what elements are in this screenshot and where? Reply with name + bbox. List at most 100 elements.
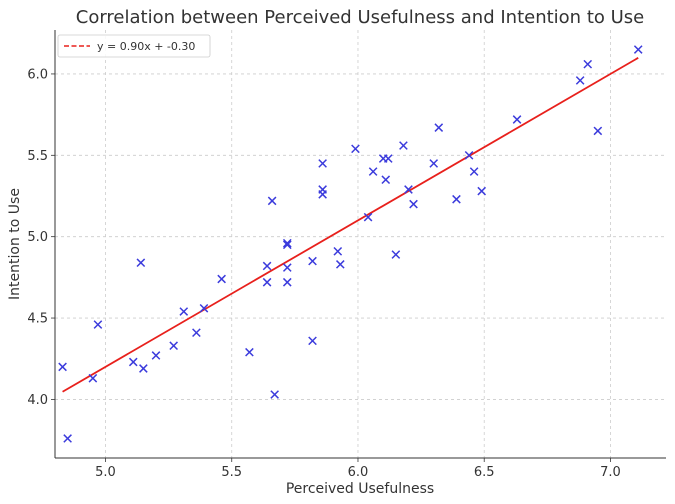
- scatter-point-stroke: [318, 159, 327, 168]
- scatter-point-stroke: [308, 336, 317, 346]
- scatter-point-stroke: [128, 357, 138, 367]
- scatter-point-stroke: [282, 238, 292, 248]
- y-tick-label: 5.5: [27, 149, 48, 164]
- scatter-point: [128, 357, 138, 367]
- scatter-point-stroke: [368, 167, 378, 176]
- y-tick-label: 6.0: [27, 67, 48, 82]
- scatter-point: [308, 336, 317, 346]
- scatter-point: [404, 185, 413, 194]
- scatter-point: [575, 76, 585, 85]
- scatter-point: [477, 186, 487, 196]
- scatter-point-stroke: [63, 434, 72, 443]
- scatter-point: [179, 307, 189, 316]
- scatter-point-stroke: [262, 261, 272, 271]
- x-tick-label: 6.0: [348, 465, 369, 480]
- scatter-point: [409, 199, 418, 209]
- scatter-point-stroke: [583, 59, 593, 69]
- scatter-point-stroke: [262, 277, 272, 287]
- scatter-point: [429, 159, 439, 168]
- scatter-point: [383, 154, 393, 163]
- scatter-point-stroke: [217, 274, 226, 284]
- scatter-point: [335, 260, 345, 269]
- scatter-point: [93, 320, 103, 329]
- scatter-point: [63, 434, 72, 443]
- scatter-point: [464, 150, 474, 160]
- scatter-point-stroke: [363, 212, 373, 222]
- legend: y = 0.90x + -0.30: [57, 34, 211, 58]
- scatter-point: [583, 59, 593, 69]
- scatter-point: [169, 341, 178, 351]
- scatter-point-stroke: [139, 364, 148, 373]
- scatter-point: [199, 303, 209, 313]
- scatter-point-stroke: [267, 196, 277, 206]
- scatter-point: [452, 194, 461, 204]
- scatter-point-stroke: [88, 373, 98, 383]
- scatter-point-stroke: [136, 258, 146, 268]
- scatter-point-stroke: [575, 76, 585, 85]
- scatter-point: [139, 364, 148, 373]
- scatter-point-stroke: [351, 144, 360, 154]
- axes: [51, 30, 666, 462]
- scatter-point: [267, 196, 277, 206]
- scatter-point: [318, 159, 327, 168]
- scatter-point-stroke: [381, 175, 391, 185]
- scatter-point: [262, 277, 272, 287]
- x-tick-label: 5.5: [221, 465, 242, 480]
- scatter-point: [318, 190, 327, 199]
- scatter-point: [434, 123, 444, 132]
- scatter-point: [469, 167, 479, 176]
- scatter-point: [192, 328, 201, 338]
- scatter-point: [151, 351, 161, 360]
- scatter-point-stroke: [308, 256, 317, 266]
- grid-layer: [55, 30, 666, 458]
- scatter-point: [633, 45, 643, 54]
- scatter-point-stroke: [399, 141, 408, 150]
- scatter-point-stroke: [93, 320, 103, 329]
- y-tick-label: 5.0: [27, 230, 48, 245]
- scatter-point-stroke: [391, 250, 401, 259]
- chart-title: Correlation between Perceived Usefulness…: [76, 7, 644, 28]
- scatter-point: [282, 277, 292, 287]
- legend-fit-line-label: y = 0.90x + -0.30: [97, 40, 195, 53]
- y-tick-label: 4.5: [27, 312, 48, 327]
- x-tick-label: 5.0: [95, 465, 116, 480]
- scatter-point-stroke: [282, 263, 292, 272]
- scatter-point-stroke: [318, 190, 327, 199]
- scatter-point: [217, 274, 226, 284]
- scatter-point-stroke: [633, 45, 643, 54]
- scatter-point-stroke: [464, 150, 474, 160]
- scatter-point: [368, 167, 378, 176]
- scatter-point-stroke: [58, 362, 67, 372]
- scatter-point-stroke: [199, 303, 209, 313]
- scatter-point: [282, 238, 292, 248]
- scatter-point-stroke: [429, 159, 439, 168]
- scatter-point-stroke: [282, 277, 292, 287]
- y-axis-label: Intention to Use: [7, 188, 23, 300]
- scatter-point: [391, 250, 401, 259]
- scatter-point: [282, 240, 292, 250]
- x-axis-label: Perceived Usefulness: [286, 481, 434, 497]
- tick-labels: 5.0 5.5 6.0 6.5 7.0 4.0 4.5 5.0 5.5 6.0: [27, 67, 620, 480]
- scatter-point-stroke: [270, 390, 279, 399]
- scatter-point-stroke: [192, 328, 201, 338]
- x-tick-label: 7.0: [600, 465, 621, 480]
- scatter-point-stroke: [512, 115, 522, 124]
- legend-box: [57, 34, 211, 58]
- scatter-point-stroke: [282, 240, 292, 250]
- scatter-point: [363, 212, 373, 222]
- scatter-point: [282, 263, 292, 272]
- scatter-point-stroke: [593, 126, 603, 136]
- fit-line-layer: [62, 57, 639, 393]
- scatter-point-stroke: [452, 194, 461, 204]
- scatter-point-stroke: [383, 154, 393, 163]
- scatter-point-stroke: [477, 186, 487, 196]
- y-tick-label: 4.0: [27, 393, 48, 408]
- scatter-point: [136, 258, 146, 268]
- scatter-point: [308, 256, 317, 266]
- scatter-point: [333, 246, 343, 256]
- scatter-point: [245, 347, 254, 357]
- fit-line: [62, 57, 639, 393]
- scatter-point: [262, 261, 272, 271]
- scatter-point-stroke: [169, 341, 178, 351]
